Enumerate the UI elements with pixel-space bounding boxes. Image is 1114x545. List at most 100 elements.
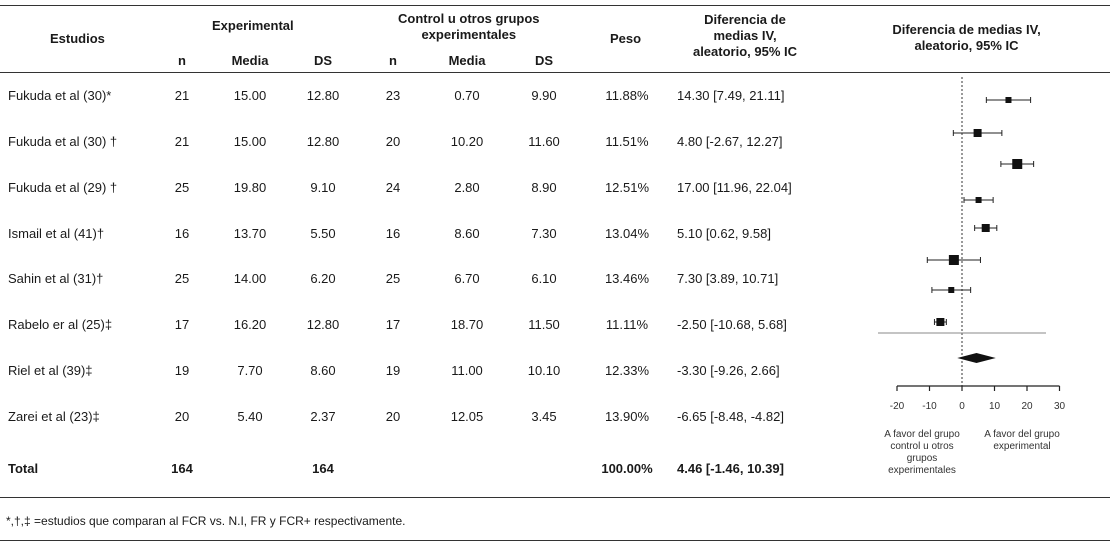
header-plot-line1: Diferencia de medias IV, xyxy=(892,22,1041,37)
header-rule xyxy=(0,72,1110,73)
left-favor-caption: A favor del grupo xyxy=(884,429,960,440)
header-control-line1: Control u otros grupos xyxy=(398,11,540,26)
sd-experimental: 2.37 xyxy=(310,409,336,424)
point-estimate-marker xyxy=(1005,97,1012,103)
sd-experimental: 8.60 xyxy=(310,363,336,378)
mean-difference: 7.30 [3.89, 10.71] xyxy=(677,271,779,286)
sd-control: 3.45 xyxy=(531,409,557,424)
n-experimental: 25 xyxy=(174,180,190,195)
sd-control: 11.60 xyxy=(528,134,560,149)
n-control: 16 xyxy=(385,226,401,241)
mean-experimental: 19.80 xyxy=(233,180,267,195)
sd-experimental: 12.80 xyxy=(306,88,340,103)
sd-experimental: 9.10 xyxy=(310,180,336,195)
weight: 11.11% xyxy=(605,317,649,332)
point-estimate-marker xyxy=(973,129,982,137)
mean-difference: 4.80 [-2.67, 12.27] xyxy=(677,134,783,149)
table-top-rule xyxy=(0,5,1110,6)
n-experimental: 16 xyxy=(174,226,190,241)
footnote: *,†,‡ =estudios que comparan al FCR vs. … xyxy=(6,514,406,528)
subheader-mean-experimental: Media xyxy=(231,53,269,68)
header-control-line2: experimentales xyxy=(421,27,517,42)
x-axis-tick-label: -20 xyxy=(890,401,905,412)
sd-experimental: 6.20 xyxy=(310,271,336,286)
header-weight: Peso xyxy=(610,31,642,46)
weight: 11.51% xyxy=(605,134,649,149)
mean-control: 6.70 xyxy=(454,271,480,286)
mean-difference: 5.10 [0.62, 9.58] xyxy=(677,226,771,241)
n-experimental: 25 xyxy=(174,271,190,286)
n-control: 17 xyxy=(385,317,401,332)
header-diff-line2: medias IV, xyxy=(713,28,777,43)
header-studies: Estudios xyxy=(50,31,105,46)
sd-experimental: 5.50 xyxy=(310,226,336,241)
mean-control: 0.70 xyxy=(454,88,480,103)
mean-experimental: 15.00 xyxy=(233,134,267,149)
mean-difference: 17.00 [11.96, 22.04] xyxy=(677,180,792,195)
point-estimate-marker xyxy=(948,255,959,265)
weight: 13.04% xyxy=(604,226,650,241)
n-control: 20 xyxy=(385,134,401,149)
mean-experimental: 5.40 xyxy=(237,409,263,424)
left-favor-caption: experimentales xyxy=(888,465,956,476)
total-n-experimental: 164 xyxy=(171,461,193,476)
mean-difference: 14.30 [7.49, 21.11] xyxy=(677,88,785,103)
mean-difference: -6.65 [-8.48, -4.82] xyxy=(677,409,784,424)
header-difference: Diferencia de medias IV, aleatorio, 95% … xyxy=(690,12,800,60)
study-name: Fukuda et al (30) † xyxy=(8,134,118,149)
weight: 13.90% xyxy=(604,409,650,424)
n-experimental: 19 xyxy=(174,363,190,378)
study-name: Fukuda et al (30)* xyxy=(8,88,112,103)
n-experimental: 21 xyxy=(174,134,190,149)
point-estimate-marker xyxy=(975,197,982,203)
study-name: Sahin et al (31)† xyxy=(8,271,104,286)
mean-control: 10.20 xyxy=(450,134,484,149)
table-bottom-rule xyxy=(0,497,1110,498)
x-axis-tick-label: 10 xyxy=(989,401,1001,412)
right-favor-caption: A favor del grupo xyxy=(984,429,1060,440)
point-estimate-marker xyxy=(948,287,955,293)
left-favor-caption: grupos xyxy=(907,453,938,464)
n-control: 23 xyxy=(385,88,401,103)
mean-difference: -3.30 [-9.26, 2.66] xyxy=(677,363,780,378)
n-experimental: 20 xyxy=(174,409,190,424)
x-axis-tick-label: -10 xyxy=(922,401,937,412)
header-experimental: Experimental xyxy=(212,18,294,33)
header-control: Control u otros grupos experimentales xyxy=(398,11,540,43)
sd-experimental: 12.80 xyxy=(306,317,340,332)
study-name: Rabelo er al (25)‡ xyxy=(8,317,113,332)
header-diff-line3: aleatorio, 95% IC xyxy=(692,44,798,59)
subheader-sd-control: DS xyxy=(534,53,554,68)
total-difference: 4.46 [-1.46, 10.39] xyxy=(677,461,784,476)
mean-experimental: 13.70 xyxy=(233,226,267,241)
mean-control: 8.60 xyxy=(454,226,480,241)
x-axis-tick-label: 30 xyxy=(1054,401,1066,412)
point-estimate-marker xyxy=(1012,159,1023,169)
subheader-n-experimental: n xyxy=(178,53,186,68)
x-axis-tick-label: 0 xyxy=(959,401,965,412)
weight: 13.46% xyxy=(604,271,650,286)
n-control: 20 xyxy=(385,409,401,424)
mean-control: 2.80 xyxy=(454,180,480,195)
study-name: Ismail et al (41)† xyxy=(8,226,105,241)
footnote-rule xyxy=(0,540,1110,541)
n-control: 24 xyxy=(385,180,401,195)
sd-control: 7.30 xyxy=(531,226,557,241)
sd-control: 6.10 xyxy=(531,271,557,286)
sd-control: 8.90 xyxy=(531,180,557,195)
point-estimate-marker xyxy=(981,224,990,232)
header-forest-plot: Diferencia de medias IV, aleatorio, 95% … xyxy=(884,22,1049,54)
weight: 12.33% xyxy=(604,363,650,378)
study-name: Riel et al (39)‡ xyxy=(8,363,93,378)
mean-control: 11.00 xyxy=(451,363,483,378)
left-favor-caption: control u otros xyxy=(890,441,953,452)
header-plot-line2: aleatorio, 95% IC xyxy=(914,38,1019,53)
sd-experimental: 12.80 xyxy=(306,134,340,149)
weight: 11.88% xyxy=(605,88,649,103)
study-name: Zarei et al (23)‡ xyxy=(8,409,100,424)
mean-control: 18.70 xyxy=(450,317,484,332)
pooled-estimate-diamond xyxy=(957,353,996,363)
sd-control: 10.10 xyxy=(527,363,561,378)
sd-control: 9.90 xyxy=(531,88,557,103)
